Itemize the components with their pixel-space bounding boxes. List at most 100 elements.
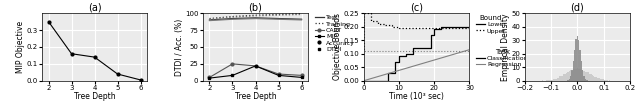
Bar (572, 70, 573, 81)
Bar (559, 76, 561, 81)
Legend: Classification, Regression: Classification, Regression (476, 49, 529, 67)
Bar (585, 72, 586, 81)
CART (228, 63, 236, 64)
Test (205, 19, 213, 21)
Legend: Test, Training, CART, MIP, Accuracy, DTDI: Test, Training, CART, MIP, Accuracy, DTD… (315, 15, 355, 52)
Bar (581, 70, 582, 81)
Bar (582, 70, 584, 81)
Test (298, 19, 305, 20)
Bar (593, 76, 594, 81)
Bar (557, 78, 558, 81)
Bar (543, 80, 545, 81)
Bar (573, 69, 574, 81)
MIP (298, 77, 305, 78)
Title: (a): (a) (88, 2, 101, 12)
Bar (590, 74, 591, 81)
Y-axis label: MIP Objective: MIP Objective (16, 21, 25, 73)
Bar (554, 79, 556, 81)
Bar (566, 73, 568, 81)
MIP (275, 75, 282, 76)
Bar (582, 70, 584, 81)
Y-axis label: DTDI / Acc. (%): DTDI / Acc. (%) (175, 18, 184, 76)
Bar (542, 80, 543, 81)
Bar (600, 79, 601, 81)
Bar (597, 78, 598, 81)
Bar (569, 70, 570, 81)
Bar (570, 70, 572, 81)
Bar (588, 72, 589, 81)
Training (252, 15, 259, 16)
Bar (578, 69, 579, 81)
MIP (205, 77, 213, 79)
Title: (b): (b) (248, 2, 262, 12)
Test (252, 17, 259, 18)
CART (298, 75, 305, 76)
Bar (574, 69, 575, 81)
Y-axis label: Objective Bounds: Objective Bounds (333, 13, 342, 80)
Bar (579, 50, 581, 81)
Bar (562, 76, 563, 81)
Bar (609, 80, 611, 81)
Bar (586, 80, 588, 81)
Bar (563, 74, 564, 81)
Bar (584, 76, 585, 81)
Bar (561, 76, 562, 81)
Bar (558, 78, 559, 81)
Bar (568, 72, 569, 81)
Line: Test: Test (209, 18, 301, 20)
Bar (604, 80, 605, 81)
Bar (569, 79, 570, 81)
Bar (601, 79, 602, 81)
Bar (585, 79, 586, 81)
Bar (575, 69, 577, 81)
X-axis label: Tree Depth: Tree Depth (235, 92, 276, 101)
Bar (572, 71, 573, 81)
Bar (594, 77, 596, 81)
Bar (579, 69, 581, 81)
Bar (577, 36, 578, 81)
Training (228, 16, 236, 17)
Bar (602, 79, 604, 81)
Bar (596, 77, 597, 81)
CART (252, 65, 259, 67)
Bar (548, 80, 550, 81)
Bar (598, 78, 600, 81)
Bar (606, 80, 607, 81)
MIP (252, 65, 259, 67)
MIP (228, 75, 236, 76)
Bar (568, 80, 569, 81)
Title: (d): (d) (571, 2, 584, 12)
Bar (573, 61, 574, 81)
Bar (550, 80, 551, 81)
Bar (584, 71, 585, 81)
Test (275, 18, 282, 19)
Bar (553, 79, 554, 81)
Training (275, 14, 282, 15)
Bar (570, 76, 572, 81)
Line: MIP: MIP (208, 65, 303, 79)
Training (298, 13, 305, 14)
Bar (589, 74, 590, 81)
Bar (578, 40, 579, 81)
Bar (607, 80, 609, 81)
Y-axis label: Empirical Density: Empirical Density (501, 13, 510, 81)
Bar (551, 80, 553, 81)
Bar (564, 74, 566, 81)
Training (205, 18, 213, 19)
CART (205, 77, 213, 78)
Bar (547, 80, 548, 81)
Bar (581, 60, 582, 81)
X-axis label: Tree Depth: Tree Depth (74, 92, 115, 101)
Bar (586, 72, 588, 81)
Test (228, 18, 236, 19)
Bar (577, 68, 578, 81)
Bar (546, 80, 547, 81)
Bar (591, 75, 593, 81)
Line: Training: Training (209, 14, 301, 19)
Bar (556, 79, 557, 81)
Line: CART: CART (208, 63, 303, 79)
X-axis label: Time (10³ sec): Time (10³ sec) (389, 92, 444, 101)
Bar (605, 80, 606, 81)
Bar (575, 39, 577, 81)
Title: (c): (c) (410, 2, 423, 12)
